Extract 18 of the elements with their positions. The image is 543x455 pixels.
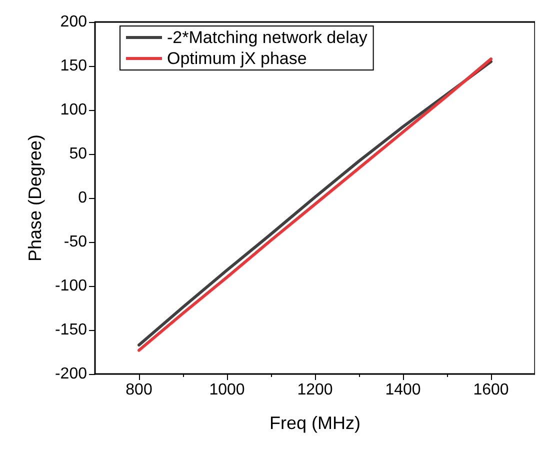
y-tick-label: -100 [54,278,88,294]
y-tick-label: 100 [60,102,88,118]
x-tick-label: 1000 [209,382,245,398]
y-tick-label: 0 [78,190,88,206]
y-tick-label: 200 [60,14,88,30]
x-axis-title: Freq (MHz) [270,413,360,433]
y-tick-label: 50 [69,146,88,162]
y-tick-label: -150 [54,322,88,338]
x-tick-label: 1400 [385,382,421,398]
x-tick-label: 800 [126,382,152,398]
legend-label: -2*Matching network delay [167,28,368,47]
legend-label: Optimum jX phase [167,49,307,68]
y-tick-label: -50 [64,234,88,250]
x-tick-label: 1600 [473,382,509,398]
x-tick-label: 1200 [297,382,333,398]
y-tick-label: 150 [60,58,88,74]
y-tick-label: -200 [54,366,88,382]
y-axis-title: Phase (Degree) [25,134,46,262]
